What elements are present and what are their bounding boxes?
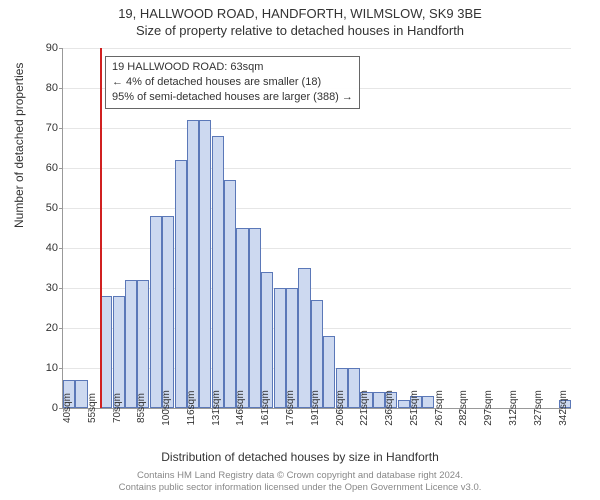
x-tick-label: 116sqm: [186, 391, 197, 426]
histogram-bar: [323, 336, 335, 408]
x-tick-label: 176sqm: [285, 390, 296, 426]
annotation-line1: 19 HALLWOOD ROAD: 63sqm: [112, 60, 353, 75]
annotation-line3: 95% of semi-detached houses are larger (…: [112, 90, 353, 105]
y-tick-label: 30: [28, 282, 58, 294]
histogram-bar: [224, 180, 236, 408]
x-tick-label: 221sqm: [359, 390, 370, 426]
x-tick-label: 312sqm: [508, 390, 519, 426]
x-tick-label: 85sqm: [136, 393, 147, 423]
x-tick-label: 236sqm: [384, 390, 395, 426]
gridline: [63, 128, 571, 129]
x-tick-label: 40sqm: [62, 393, 73, 423]
y-tick: [59, 368, 63, 369]
histogram-bar: [212, 136, 224, 408]
x-tick-label: 70sqm: [112, 393, 123, 423]
y-tick-label: 10: [28, 362, 58, 374]
y-tick: [59, 288, 63, 289]
y-tick-label: 90: [28, 42, 58, 54]
histogram-bar: [274, 288, 286, 408]
y-tick: [59, 128, 63, 129]
histogram-bar: [137, 280, 149, 408]
x-tick-label: 251sqm: [409, 390, 420, 426]
x-tick-label: 100sqm: [161, 390, 172, 426]
gridline: [63, 48, 571, 49]
y-tick: [59, 168, 63, 169]
gridline: [63, 168, 571, 169]
gridline: [63, 208, 571, 209]
y-tick-label: 60: [28, 162, 58, 174]
x-tick-label: 55sqm: [87, 393, 98, 423]
plot-area: 40sqm55sqm70sqm85sqm100sqm116sqm131sqm14…: [62, 48, 571, 409]
histogram-bar: [125, 280, 137, 408]
x-tick-label: 161sqm: [260, 390, 271, 426]
histogram-bar: [187, 120, 199, 408]
histogram-bar: [261, 272, 273, 408]
chart-container: 19, HALLWOOD ROAD, HANDFORTH, WILMSLOW, …: [0, 0, 600, 500]
histogram-bar: [398, 400, 410, 408]
histogram-bar: [249, 228, 261, 408]
histogram-bar: [175, 160, 187, 408]
y-tick-label: 0: [28, 402, 58, 414]
y-tick-label: 50: [28, 202, 58, 214]
y-tick: [59, 88, 63, 89]
footer-line1: Contains HM Land Registry data © Crown c…: [0, 470, 600, 482]
histogram-bar: [422, 396, 434, 408]
title-block: 19, HALLWOOD ROAD, HANDFORTH, WILMSLOW, …: [0, 0, 600, 38]
x-axis-label: Distribution of detached houses by size …: [0, 450, 600, 464]
y-tick-label: 70: [28, 122, 58, 134]
y-tick: [59, 48, 63, 49]
histogram-bar: [75, 380, 87, 408]
x-tick-label: 327sqm: [533, 390, 544, 426]
footer: Contains HM Land Registry data © Crown c…: [0, 470, 600, 494]
histogram-bar: [199, 120, 211, 408]
x-tick-label: 206sqm: [335, 390, 346, 426]
x-tick-label: 191sqm: [310, 390, 321, 426]
annotation-line2: ← 4% of detached houses are smaller (18): [112, 75, 353, 90]
histogram-bar: [162, 216, 174, 408]
histogram-bar: [236, 228, 248, 408]
x-tick-label: 297sqm: [483, 390, 494, 426]
y-axis-label: Number of detached properties: [12, 63, 26, 228]
histogram-bar: [298, 268, 310, 408]
marker-line: [100, 48, 102, 408]
y-tick: [59, 328, 63, 329]
gridline: [63, 248, 571, 249]
x-tick-label: 146sqm: [235, 390, 246, 426]
y-tick-label: 20: [28, 322, 58, 334]
title-subtitle: Size of property relative to detached ho…: [0, 23, 600, 38]
footer-line2: Contains public sector information licen…: [0, 482, 600, 494]
y-tick: [59, 208, 63, 209]
annotation-box: 19 HALLWOOD ROAD: 63sqm ← 4% of detached…: [105, 56, 360, 109]
x-tick-label: 267sqm: [434, 390, 445, 426]
histogram-bar: [150, 216, 162, 408]
y-tick-label: 40: [28, 242, 58, 254]
x-tick-label: 282sqm: [458, 390, 469, 426]
y-tick-label: 80: [28, 82, 58, 94]
x-tick-label: 342sqm: [558, 390, 569, 426]
histogram-bar: [113, 296, 125, 408]
title-address: 19, HALLWOOD ROAD, HANDFORTH, WILMSLOW, …: [0, 6, 600, 21]
y-tick: [59, 248, 63, 249]
x-tick-label: 131sqm: [211, 390, 222, 426]
